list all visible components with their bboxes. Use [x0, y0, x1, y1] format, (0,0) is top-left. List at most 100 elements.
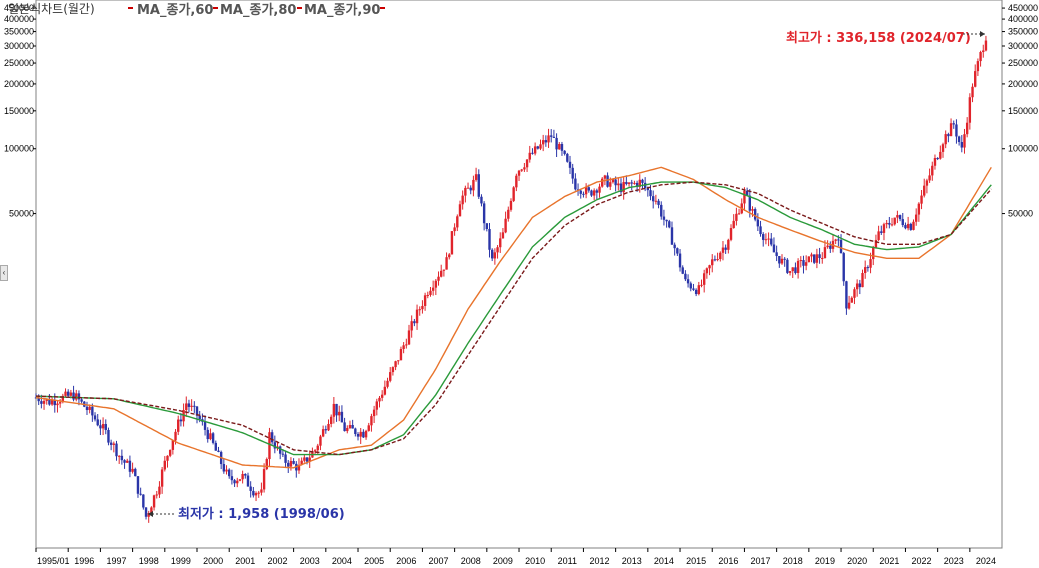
low-annotation-label: 최저가 : 1,958 (1998/06): [178, 507, 345, 522]
candle-body: [278, 446, 282, 454]
x-tick-label: 2020: [847, 556, 867, 566]
candle-body: [364, 430, 368, 438]
x-tick-label: 2022: [912, 556, 932, 566]
candle-body: [882, 224, 886, 233]
candle-body: [802, 260, 805, 266]
candle-body: [343, 422, 346, 432]
candle-body: [53, 400, 56, 406]
candle-body: [719, 252, 722, 260]
candle-body: [721, 247, 725, 253]
candle-body: [72, 392, 75, 400]
candle-body: [394, 361, 397, 368]
candle-body: [163, 460, 167, 470]
y-tick-label-left: 200000: [4, 79, 34, 89]
candle-body: [974, 71, 977, 87]
candle-body: [193, 405, 196, 407]
candle-body: [128, 460, 132, 472]
candle-body: [694, 289, 698, 295]
candle-body: [949, 123, 953, 137]
candle-body: [587, 187, 590, 191]
candle-body: [550, 135, 553, 137]
candle-body: [260, 489, 263, 493]
candle-body: [418, 309, 421, 311]
candle-body: [370, 416, 373, 426]
candle-body: [815, 254, 819, 263]
candle-body: [230, 476, 234, 481]
candle-body: [413, 321, 416, 324]
legend-ma80: MA_종가,80: [220, 3, 296, 18]
candle-body: [289, 461, 293, 467]
candle-body: [472, 179, 475, 191]
candle-body: [356, 433, 360, 437]
candle-body: [480, 196, 483, 204]
x-tick-label: 1995/01: [37, 556, 70, 566]
candle-body: [383, 386, 387, 395]
candle-body: [520, 169, 523, 171]
candle-body: [305, 457, 309, 462]
candle-body: [539, 144, 542, 149]
candle-body: [380, 394, 384, 398]
candle-body: [925, 180, 929, 186]
candle-body: [810, 254, 813, 257]
candle-body: [901, 219, 904, 226]
candle-body: [880, 231, 883, 233]
candle-body: [673, 244, 676, 249]
candle-body: [112, 443, 116, 445]
candle-body: [42, 400, 46, 404]
candle-body: [91, 406, 94, 416]
candle-body: [595, 190, 599, 193]
candle-body: [660, 204, 663, 217]
candle-body: [665, 219, 668, 222]
candle-body: [697, 285, 701, 295]
candle-body: [512, 187, 515, 201]
candle-body: [61, 395, 65, 403]
candle-body: [947, 134, 950, 137]
y-tick-label-right: 400000: [1008, 14, 1038, 24]
candle-body: [429, 290, 432, 295]
x-tick-label: 2021: [879, 556, 899, 566]
candle-body: [185, 403, 188, 411]
candle-body: [753, 209, 757, 220]
panel-resize-handle[interactable]: ‹: [0, 265, 8, 281]
candle-body: [211, 433, 215, 443]
candle-body: [150, 507, 153, 514]
candle-body: [711, 259, 714, 266]
candle-body: [528, 152, 531, 160]
x-axis: 1995/01 1996 1997 1998 1999 2000 2001 2002 2003 2…: [35, 548, 996, 566]
candle-body: [523, 167, 526, 170]
candle-body: [389, 372, 392, 381]
candle-body: [845, 281, 848, 309]
x-tick-label: 2017: [751, 556, 771, 566]
candle-body: [405, 344, 408, 346]
candle-body: [568, 161, 572, 168]
candle-body: [541, 140, 545, 145]
candle-body: [482, 203, 486, 224]
candle-body: [58, 402, 62, 404]
candle-body: [270, 432, 274, 443]
candle-body: [614, 179, 617, 186]
candle-body: [547, 135, 550, 143]
candle-body: [198, 415, 201, 420]
candle-body: [281, 453, 285, 455]
candle-body: [228, 469, 231, 477]
candle-body: [397, 360, 400, 362]
candle-body: [488, 229, 491, 250]
candle-body: [252, 490, 255, 496]
candle-body: [104, 424, 107, 430]
legend-marker-ma90: [297, 7, 302, 9]
candle-body: [668, 221, 671, 228]
candle-body: [904, 225, 907, 229]
candle-body: [582, 193, 585, 195]
y-tick-label-left: 400000: [4, 14, 34, 24]
candle-body: [762, 234, 765, 240]
candle-body: [705, 268, 709, 274]
candle-body: [823, 247, 827, 258]
candle-body: [88, 406, 91, 411]
candle-body: [142, 494, 145, 508]
candle-body: [909, 223, 913, 230]
candle-body: [702, 273, 706, 285]
candle-body: [158, 486, 161, 495]
candle-body: [292, 461, 295, 464]
candle-body: [863, 267, 867, 274]
candle-body: [217, 450, 220, 452]
